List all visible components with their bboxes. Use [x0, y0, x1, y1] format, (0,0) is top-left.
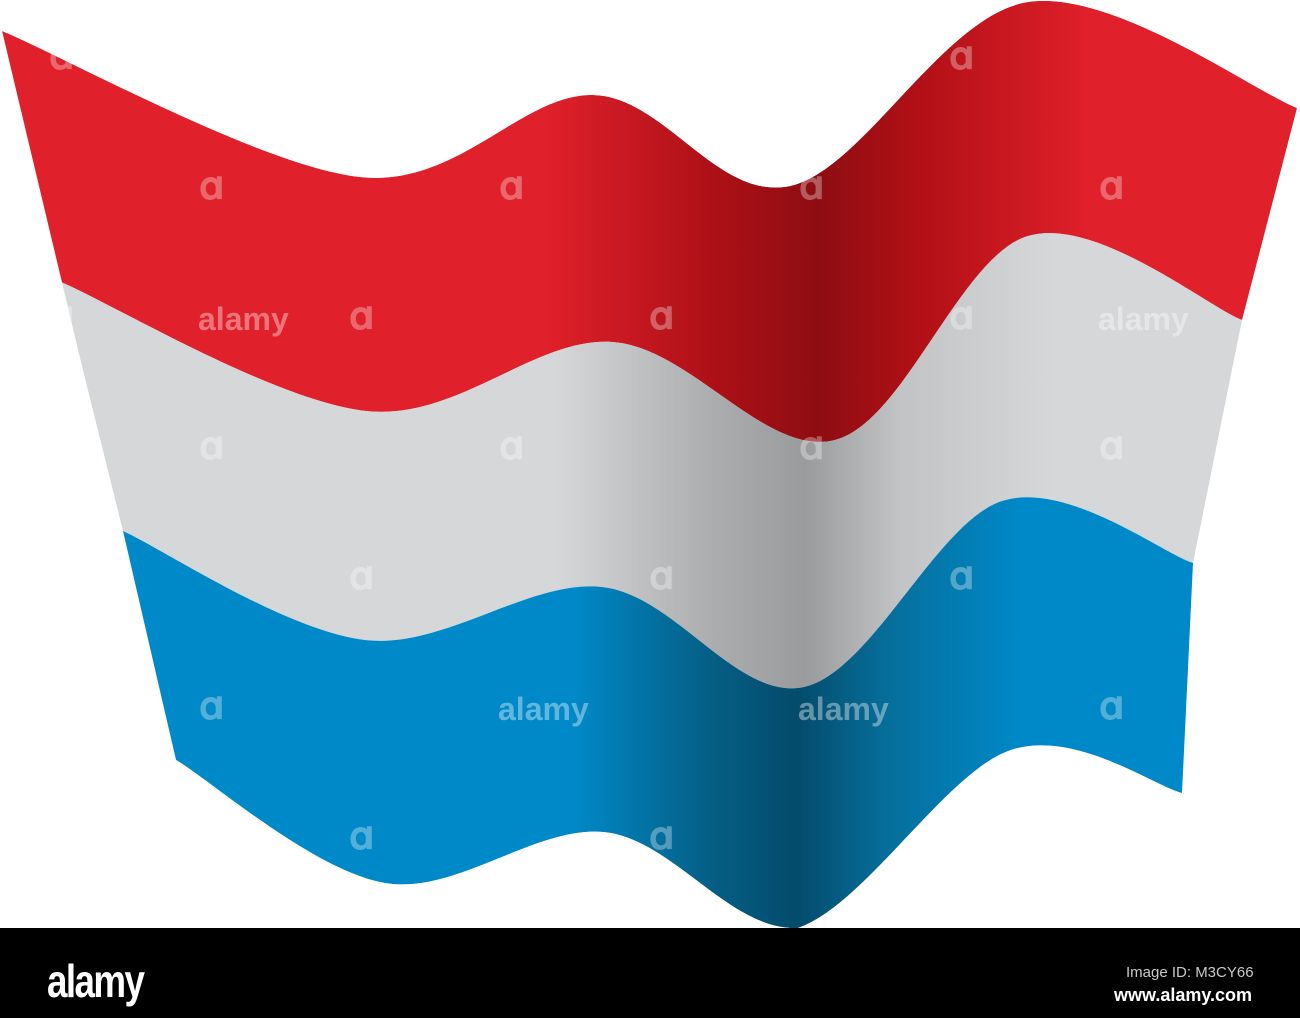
svg-text:alamy: alamy	[498, 691, 589, 727]
svg-text:alamy: alamy	[1098, 301, 1189, 337]
svg-text:alamy: alamy	[798, 691, 889, 727]
svg-text:alamy: alamy	[198, 301, 289, 337]
